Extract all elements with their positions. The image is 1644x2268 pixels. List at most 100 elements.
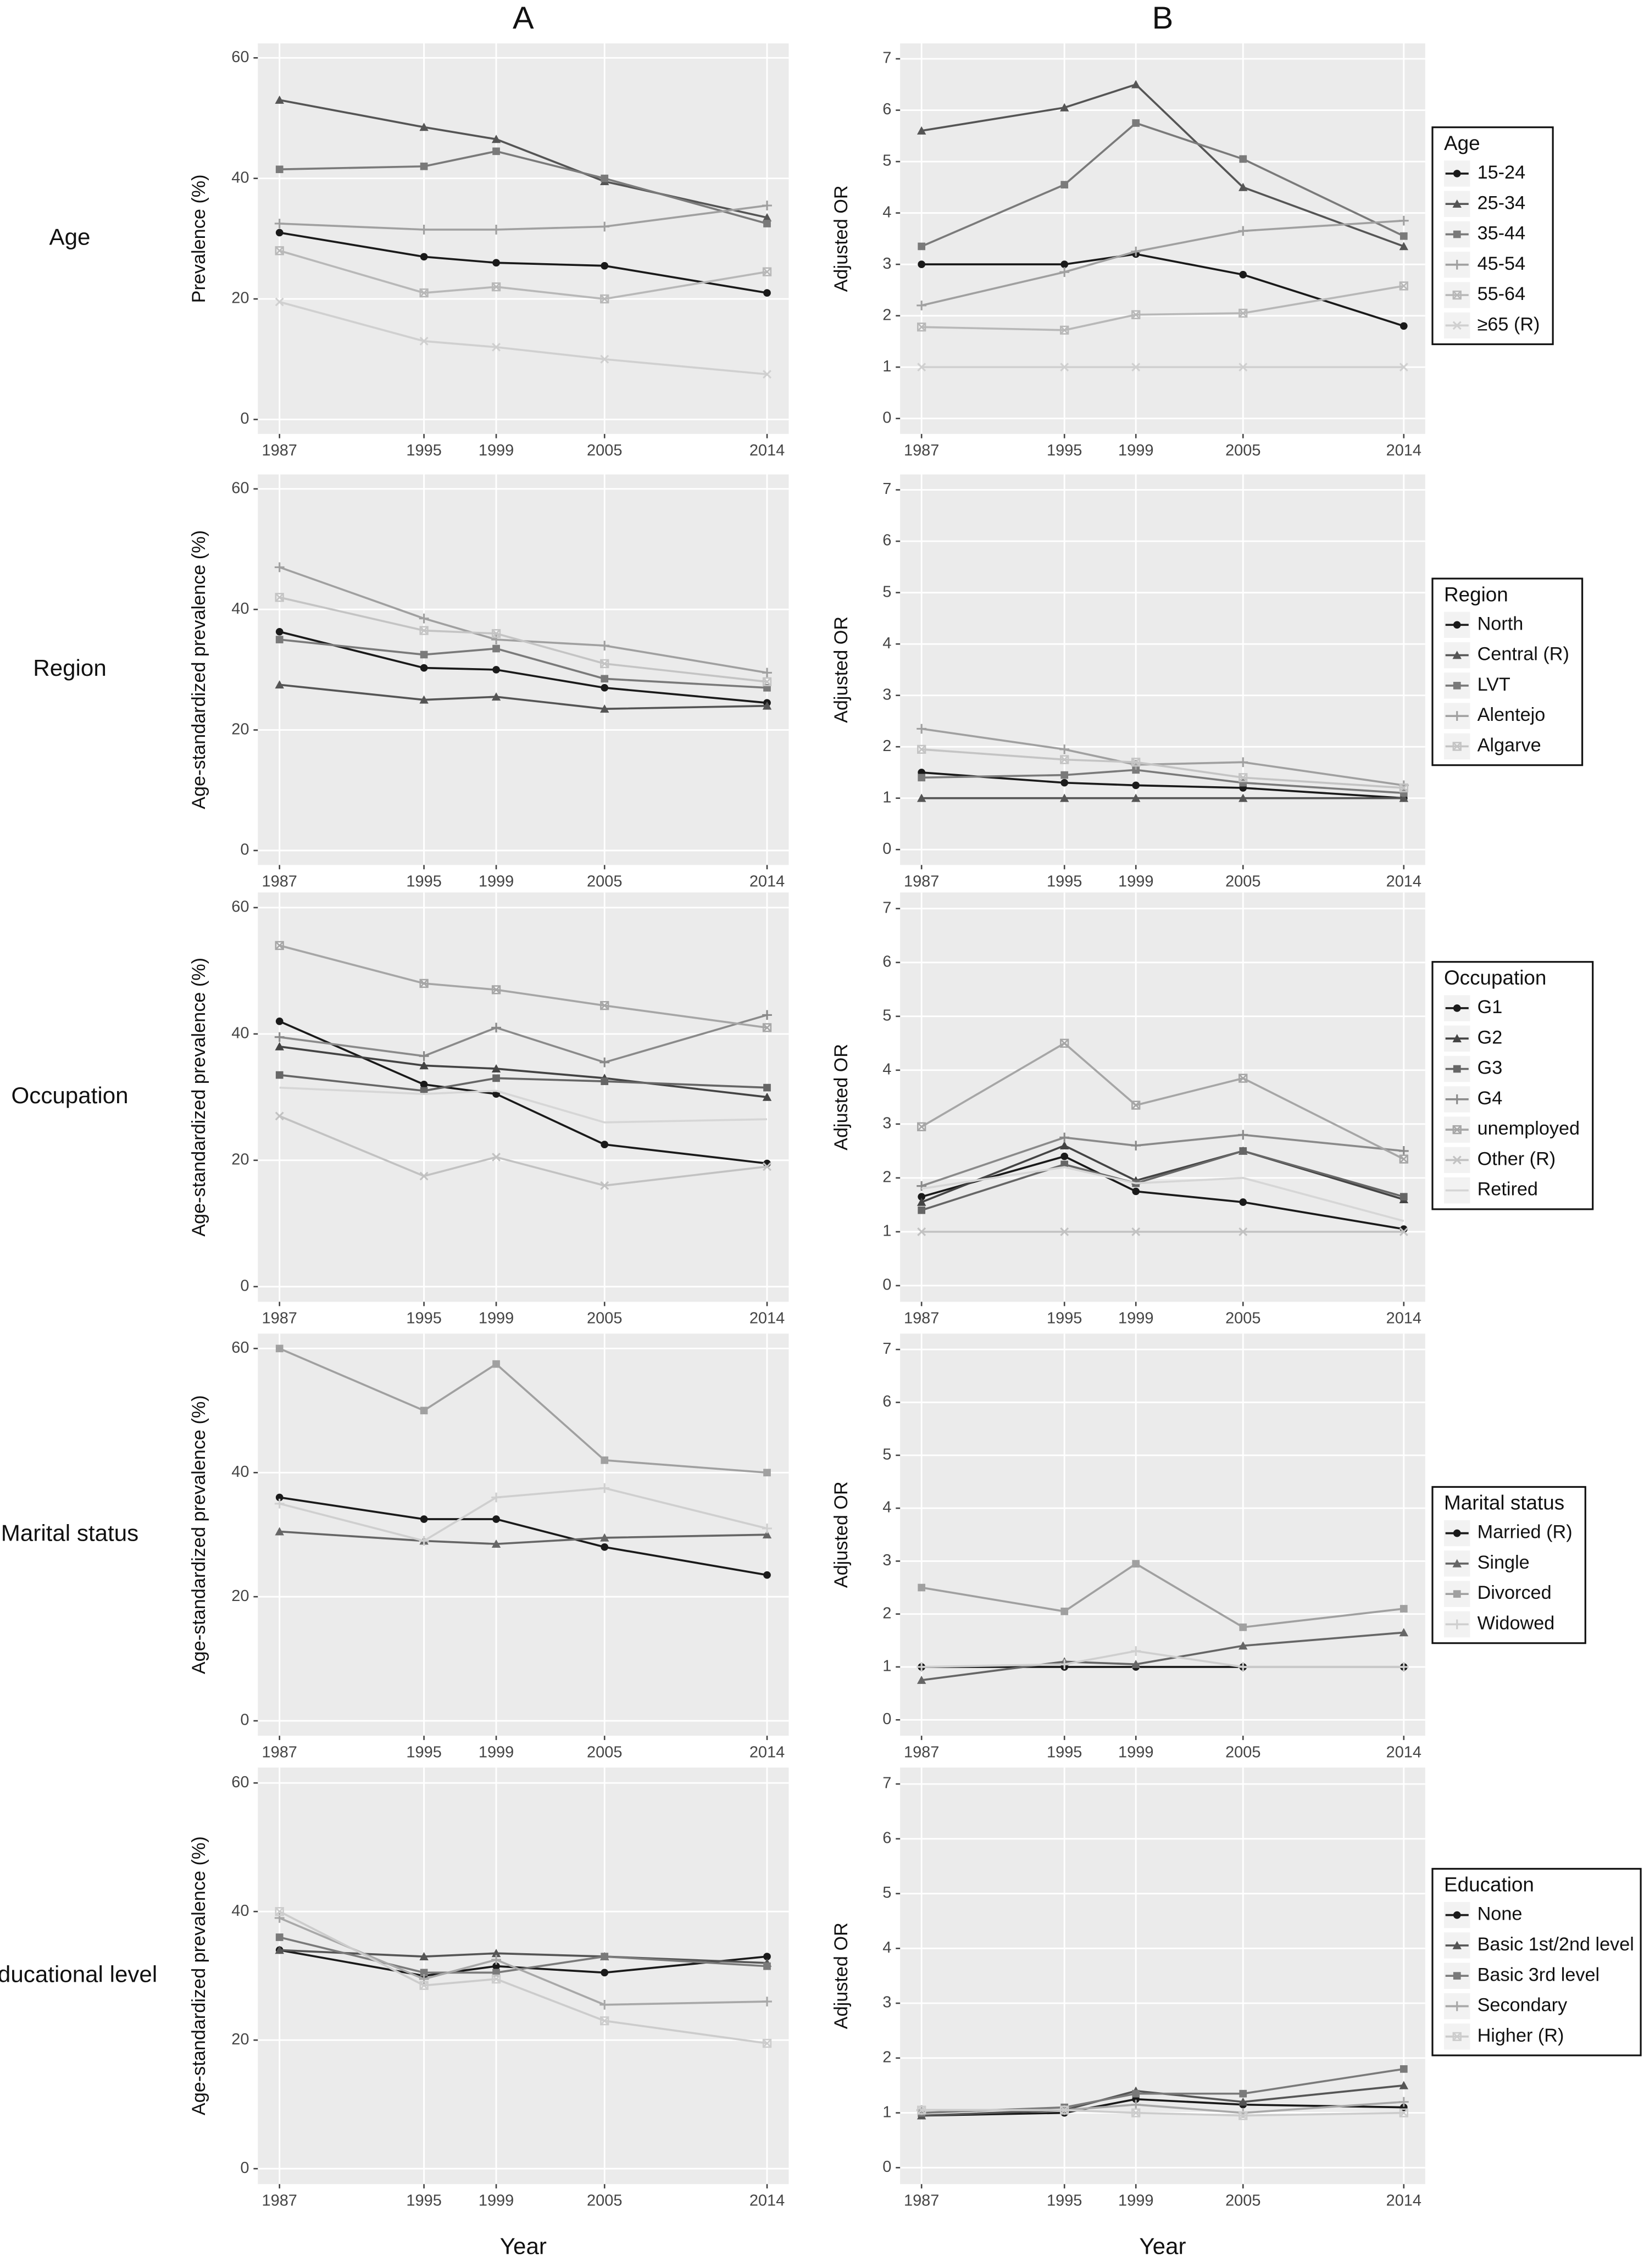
y-tick-label: 20: [231, 2031, 249, 2048]
panel-label: B: [1152, 1, 1174, 36]
y-tick-label: 0: [882, 1276, 891, 1294]
legend-entry: Higher (R): [1478, 2025, 1564, 2046]
row-label: Educational level: [0, 1961, 157, 1987]
point: [1131, 1227, 1141, 1236]
point: [1059, 267, 1070, 277]
point: [763, 1083, 771, 1092]
point: [599, 1483, 610, 1493]
point: [1060, 2105, 1069, 2115]
point: [599, 1057, 610, 1068]
point: [1059, 1659, 1070, 1670]
point: [419, 1981, 429, 1990]
point: [762, 1524, 772, 1533]
point: [419, 626, 429, 635]
point: [1131, 1100, 1141, 1110]
point: [763, 1962, 771, 1970]
point: [275, 1945, 284, 1954]
y-tick-label: 3: [882, 1115, 891, 1132]
plot-background: [900, 892, 1425, 1302]
point: [1239, 155, 1247, 163]
point: [917, 1662, 927, 1672]
legend-entry: LVT: [1478, 674, 1510, 695]
plot-background: [900, 43, 1425, 434]
y-tick-label: 60: [231, 1339, 249, 1357]
point: [917, 744, 926, 754]
legend-title: Occupation: [1444, 966, 1546, 989]
point: [1398, 2097, 1409, 2107]
y-tick-label: 7: [882, 480, 891, 498]
point: [419, 979, 429, 988]
point: [274, 1498, 285, 1509]
y-tick-label: 6: [882, 953, 891, 970]
legend-key-marker: [1452, 1125, 1462, 1135]
point: [491, 1949, 501, 1958]
point: [918, 1206, 926, 1214]
y-tick-label: 3: [882, 686, 891, 703]
point: [1399, 1154, 1408, 1164]
point: [1060, 181, 1069, 189]
point: [1059, 1132, 1070, 1143]
x-tick-label: 1995: [406, 1743, 441, 1761]
point: [1238, 1130, 1248, 1140]
point: [918, 1583, 926, 1592]
point: [491, 1022, 501, 1033]
point: [601, 262, 609, 270]
point: [1132, 1560, 1140, 1568]
y-tick-label: 60: [231, 48, 249, 66]
point: [1060, 1152, 1069, 1160]
point: [275, 1042, 284, 1050]
point: [762, 1530, 772, 1539]
point: [917, 363, 926, 372]
legend-key-marker: [1453, 1004, 1461, 1012]
x-tick-label: 1999: [479, 873, 514, 891]
x-tick-label: 1995: [406, 873, 441, 891]
point: [601, 683, 609, 692]
legend-entry: ≥65 (R): [1478, 314, 1540, 335]
x-axis-label: Year: [500, 2233, 547, 2259]
panel-label: A: [513, 1, 534, 36]
point: [420, 162, 428, 170]
y-tick-label: 40: [231, 600, 249, 618]
point: [492, 1153, 501, 1162]
x-tick-label: 1995: [1047, 2192, 1082, 2210]
point: [492, 342, 501, 352]
point: [1131, 1659, 1141, 1669]
point: [492, 644, 500, 653]
point: [917, 1122, 926, 1131]
point: [492, 1962, 500, 1970]
point: [1238, 793, 1248, 802]
y-tick-label: 4: [882, 1499, 891, 1516]
legend-title: Education: [1444, 1874, 1534, 1896]
legend-key-marker: [1453, 1529, 1461, 1537]
point: [917, 323, 926, 332]
point: [275, 229, 284, 237]
point: [1059, 744, 1070, 754]
point: [1398, 215, 1409, 226]
point: [1132, 781, 1140, 790]
point: [600, 1533, 609, 1542]
point: [419, 1051, 429, 1061]
point: [1238, 1662, 1248, 1672]
point: [1239, 1147, 1247, 1155]
y-tick-label: 2: [882, 306, 891, 324]
legend-entry: G4: [1478, 1088, 1503, 1109]
x-tick-label: 1987: [262, 1743, 297, 1761]
x-tick-label: 1987: [262, 442, 297, 459]
point: [420, 651, 428, 659]
point: [601, 174, 609, 182]
y-tick-label: 5: [882, 152, 891, 170]
point: [601, 1543, 609, 1551]
point: [1239, 1623, 1247, 1631]
point: [918, 260, 926, 268]
point: [492, 666, 500, 674]
point: [599, 641, 610, 651]
point: [1239, 1198, 1247, 1206]
point: [1399, 1628, 1409, 1637]
point: [275, 1933, 284, 1941]
y-tick-label: 4: [882, 203, 891, 221]
point: [491, 629, 501, 638]
y-tick-label: 5: [882, 1007, 891, 1024]
x-tick-label: 2014: [1386, 1743, 1421, 1761]
point: [601, 675, 609, 683]
